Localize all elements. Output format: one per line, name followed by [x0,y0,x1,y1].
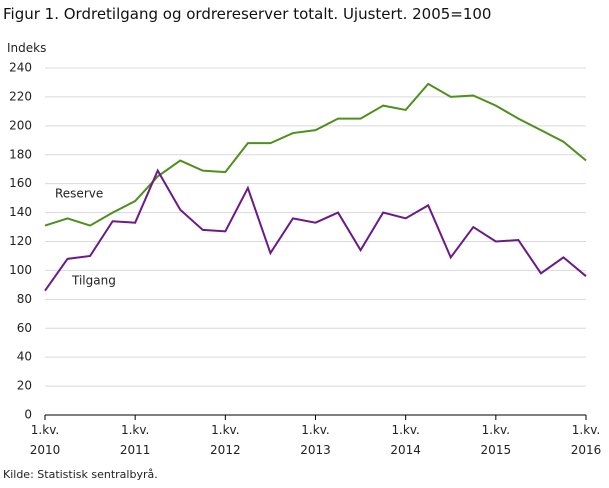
x-tick-label: 1.kv. 2011 [119,423,151,457]
x-tick-label: 1.kv. 2015 [480,423,512,457]
x-tick-label: 1.kv. 2010 [29,423,61,457]
y-tick-label: 40 [17,350,32,364]
x-tick-label: 1.kv. 2016 [570,423,602,457]
y-tick-label: 0 [24,408,32,422]
line [44,168,587,292]
x-tick-label: 1.kv. 2014 [390,423,421,457]
y-tick-label: 60 [17,321,32,335]
chart-title: Figur 1. Ordretilgang og ordrereserver t… [3,5,492,23]
source: Kilde: Statistisk sentralbyrå. [3,468,158,481]
y-axis-label: Indeks [7,41,47,55]
legend-label: Tilgang [71,274,116,288]
y-tick-label: 240 [9,61,32,75]
y-tick-label: 200 [9,118,32,132]
x-tick-label: 1.kv. 2012 [210,423,241,457]
y-tick-label: 140 [9,205,32,219]
y-tick-label: 100 [9,263,32,277]
y-tick-label: 20 [17,379,32,393]
y-tick-label: 160 [9,176,32,190]
y-tick-label: 80 [17,292,32,306]
x-tick-label: 1.kv. 2013 [300,423,331,457]
y-tick-label: 120 [9,234,32,248]
legend-label: Reserve [55,187,103,201]
line [44,82,587,227]
y-tick-label: 180 [9,147,32,161]
y-tick-label: 220 [9,89,32,103]
